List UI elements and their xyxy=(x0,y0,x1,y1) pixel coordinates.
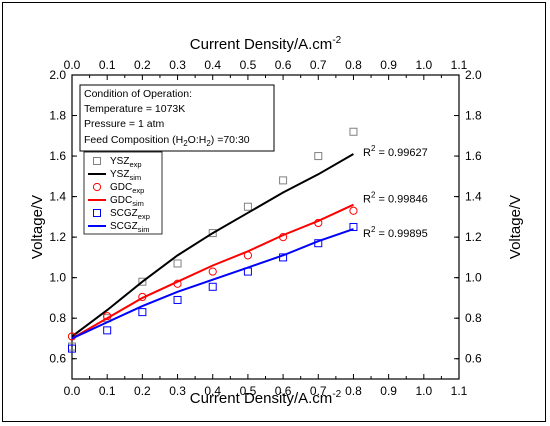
x-tick-label-top: 0.6 xyxy=(275,58,292,72)
x-axis-title-bottom: Current Density/A.cm-2 xyxy=(190,389,342,407)
legend-label-gdc-exp: GDCexp xyxy=(110,182,144,195)
y-tick-label-right: 0.6 xyxy=(465,352,482,366)
data-point-ysz-exp xyxy=(208,229,217,238)
x-tick-label-bottom: 0.2 xyxy=(134,384,151,398)
x-tick-label-top: 0.5 xyxy=(240,58,257,72)
x-tick-label-top: 0.1 xyxy=(99,58,116,72)
legend-label-ysz-sim: YSZsim xyxy=(110,169,141,182)
data-point-scgz-exp xyxy=(138,308,147,317)
data-point-scgz-exp xyxy=(173,295,182,304)
x-tick-label-bottom: 0.4 xyxy=(204,384,221,398)
y-tick-label-left: 0.6 xyxy=(49,352,66,366)
x-tick-label-bottom: 0.0 xyxy=(64,384,81,398)
y-axis-title-right: Voltage/V xyxy=(507,195,524,259)
y-tick-label-right: 2.0 xyxy=(465,68,482,82)
annotation-line: Condition of Operation: xyxy=(84,88,192,100)
annotation-line: Pressure = 1 atm xyxy=(84,118,164,130)
data-point-gdc-exp xyxy=(349,206,358,215)
x-tick-label-bottom: 1.1 xyxy=(451,384,468,398)
legend-label-ysz-exp: YSZexp xyxy=(110,156,142,169)
x-tick-label-bottom: 0.8 xyxy=(345,384,362,398)
r2-label: R2 = 0.99846 xyxy=(363,191,428,206)
x-tick-label-bottom: 0.3 xyxy=(169,384,186,398)
y-tick-label-right: 1.8 xyxy=(465,109,482,123)
r2-label: R2 = 0.99627 xyxy=(363,144,428,159)
x-tick-label-bottom: 0.5 xyxy=(240,384,257,398)
legend-label-scgz-sim: SCGZsim xyxy=(110,221,149,234)
data-point-ysz-exp xyxy=(138,277,147,286)
legend-swatch-scgz-exp xyxy=(93,209,101,217)
x-tick-label-top: 0.2 xyxy=(134,58,151,72)
chart-frame xyxy=(2,2,546,422)
data-point-ysz-exp xyxy=(173,259,182,268)
x-tick-label-bottom: 0.9 xyxy=(380,384,397,398)
legend-swatch-ysz-exp xyxy=(93,157,101,165)
x-tick-label-top: 0.7 xyxy=(310,58,327,72)
y-tick-label-left: 1.2 xyxy=(49,230,66,244)
annotation-line: Feed Composition (H2O:H2) =70:30 xyxy=(84,134,250,148)
x-tick-label-top: 0.0 xyxy=(64,58,81,72)
y-tick-label-left: 1.0 xyxy=(49,271,66,285)
y-tick-label-left: 0.8 xyxy=(49,311,66,325)
y-tick-label-right: 1.2 xyxy=(465,230,482,244)
data-point-scgz-exp xyxy=(68,344,76,353)
y-tick-label-left: 1.4 xyxy=(49,190,66,204)
x-axis-title-top: Current Density/A.cm-2 xyxy=(190,35,342,53)
legend-label-gdc-sim: GDCsim xyxy=(110,195,144,208)
x-tick-label-top: 0.8 xyxy=(345,58,362,72)
x-tick-label-top: 1.1 xyxy=(451,58,468,72)
operation-conditions-box: Condition of Operation: Temperature = 10… xyxy=(79,84,275,152)
data-point-ysz-exp xyxy=(243,202,252,211)
y-axis-title-left: Voltage/V xyxy=(29,195,46,259)
y-tick-label-right: 1.6 xyxy=(465,149,482,163)
x-tick-label-top: 0.3 xyxy=(169,58,186,72)
legend-label-scgz-exp: SCGZexp xyxy=(110,208,150,221)
x-tick-label-top: 0.4 xyxy=(204,58,221,72)
data-point-scgz-exp xyxy=(103,326,112,335)
data-point-scgz-exp xyxy=(349,223,358,231)
x-tick-label-bottom: 0.1 xyxy=(99,384,116,398)
y-tick-label-left: 2.0 xyxy=(49,68,66,82)
y-tick-label-left: 1.6 xyxy=(49,149,66,163)
r2-label: R2 = 0.99895 xyxy=(363,225,428,240)
legend-swatch-gdc-exp xyxy=(92,182,102,192)
x-tick-label-bottom: 0.7 xyxy=(310,384,327,398)
series-line-gdc-sim xyxy=(71,203,354,340)
data-point-ysz-exp xyxy=(349,127,358,136)
data-point-ysz-exp xyxy=(314,152,323,161)
data-point-ysz-exp xyxy=(279,176,288,185)
y-tick-label-right: 1.0 xyxy=(465,271,482,285)
y-tick-label-right: 0.8 xyxy=(465,311,482,325)
data-point-gdc-exp xyxy=(208,267,217,276)
series-line-ysz-sim xyxy=(71,153,354,338)
x-tick-label-bottom: 0.6 xyxy=(275,384,292,398)
data-point-scgz-exp xyxy=(208,282,217,291)
annotation-line: Temperature = 1073K xyxy=(84,103,185,115)
x-tick-label-bottom: 1.0 xyxy=(415,384,432,398)
x-tick-label-top: 1.0 xyxy=(415,58,432,72)
y-tick-label-right: 1.4 xyxy=(465,190,482,204)
x-tick-label-top: 0.9 xyxy=(380,58,397,72)
series-line-scgz-sim xyxy=(71,228,354,340)
y-tick-label-left: 1.8 xyxy=(49,109,66,123)
